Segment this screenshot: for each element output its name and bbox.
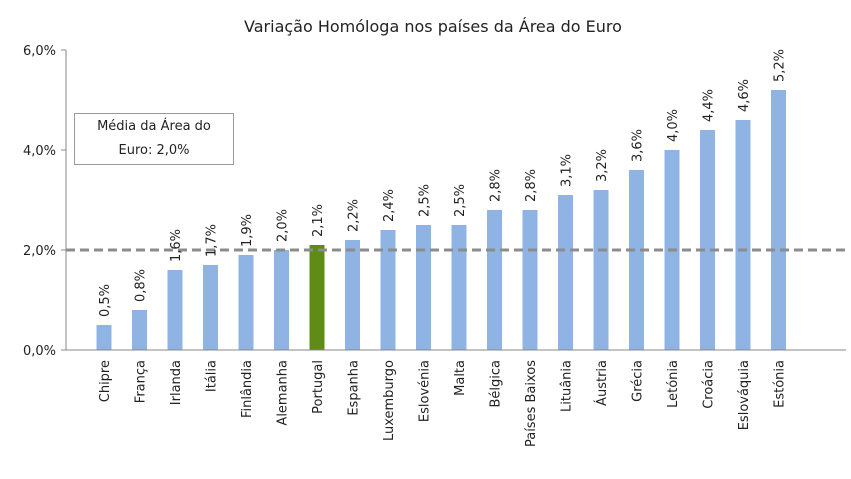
- value-labels-group: 0,5% 0,8% 1,6% 1,7% 1,9% 2,0% 2,1% 2,2% 2,4% 2,5%…: [98, 49, 788, 317]
- category-label: Croácia: [702, 360, 717, 409]
- value-label: 4,6%: [737, 79, 752, 112]
- bar-itália: [203, 265, 218, 350]
- value-label: 2,0%: [276, 209, 291, 242]
- value-label: 2,2%: [347, 199, 362, 232]
- value-label: 5,2%: [773, 49, 788, 82]
- average-annotation-text: Média da Área do Euro: 2,0%: [97, 119, 211, 158]
- average-annotation-box: Média da Área do Euro: 2,0%: [74, 113, 234, 165]
- value-label: 1,6%: [169, 229, 184, 262]
- category-label: Bélgica: [489, 360, 504, 408]
- value-label: 3,1%: [560, 154, 575, 187]
- category-label: Malta: [453, 360, 468, 396]
- bars-group: [96, 90, 786, 350]
- value-label: 4,4%: [702, 89, 717, 122]
- category-label: França: [134, 360, 149, 403]
- y-tick-label: 4,0%: [23, 144, 56, 159]
- category-label: Eslováquia: [737, 360, 752, 430]
- category-label: Alemanha: [276, 360, 291, 426]
- category-label: Finlândia: [240, 360, 255, 418]
- category-label: Áustria: [594, 360, 610, 406]
- category-label: Espanha: [347, 360, 362, 416]
- value-label: 2,4%: [382, 189, 397, 222]
- bar-irlanda: [167, 270, 183, 350]
- value-label: 2,1%: [311, 204, 326, 237]
- category-label: Luxemburgo: [382, 360, 397, 441]
- bar-bélgica: [487, 210, 502, 350]
- bar-alemanha: [274, 250, 289, 350]
- bar-estónia: [771, 90, 786, 350]
- value-label: 2,5%: [453, 184, 468, 217]
- category-label: Lituânia: [560, 360, 575, 412]
- category-label: Irlanda: [169, 360, 184, 405]
- bar-áustria: [593, 190, 609, 350]
- value-label: 0,8%: [134, 269, 149, 302]
- bar-países-baixos: [522, 210, 538, 350]
- y-tick-label: 2,0%: [23, 244, 56, 259]
- value-label: 4,0%: [666, 109, 681, 142]
- category-label: Portugal: [311, 360, 326, 414]
- value-label: 3,6%: [631, 129, 646, 162]
- category-label: Itália: [205, 360, 220, 392]
- category-label: Estónia: [773, 360, 788, 408]
- bar-eslováquia: [735, 120, 751, 350]
- value-label: 2,8%: [489, 169, 504, 202]
- value-label: 3,2%: [595, 149, 610, 182]
- bar-frança: [132, 310, 147, 350]
- bar-luxemburgo: [380, 230, 396, 350]
- bar-espanha: [345, 240, 360, 350]
- chart-title: Variação Homóloga nos países da Área do …: [244, 17, 622, 36]
- bar-malta: [451, 225, 467, 350]
- x-axis: Chipre França Irlanda Itália Finlândia Aleman…: [66, 349, 846, 447]
- bar-croácia: [700, 130, 715, 350]
- category-label: Eslovénia: [418, 360, 433, 422]
- value-label: 0,5%: [98, 284, 113, 317]
- bar-finlândia: [238, 255, 254, 350]
- bar-chipre: [96, 325, 112, 350]
- category-label: Países Baixos: [524, 360, 539, 447]
- value-label: 1,9%: [240, 214, 255, 247]
- value-label: 2,5%: [418, 184, 433, 217]
- bar-grécia: [629, 170, 644, 350]
- value-label: 2,8%: [524, 169, 539, 202]
- bar-lituânia: [558, 195, 573, 350]
- category-label: Chipre: [98, 360, 113, 402]
- value-label: 1,7%: [205, 224, 220, 257]
- category-label: Letónia: [666, 360, 681, 408]
- category-label: Grécia: [631, 360, 646, 402]
- y-tick-label: 6,0%: [23, 44, 56, 59]
- bar-portugal: [309, 245, 325, 350]
- y-axis: 0,0% 2,0% 4,0% 6,0%: [23, 44, 67, 359]
- y-tick-label: 0,0%: [23, 344, 56, 359]
- bar-eslovénia: [416, 225, 431, 350]
